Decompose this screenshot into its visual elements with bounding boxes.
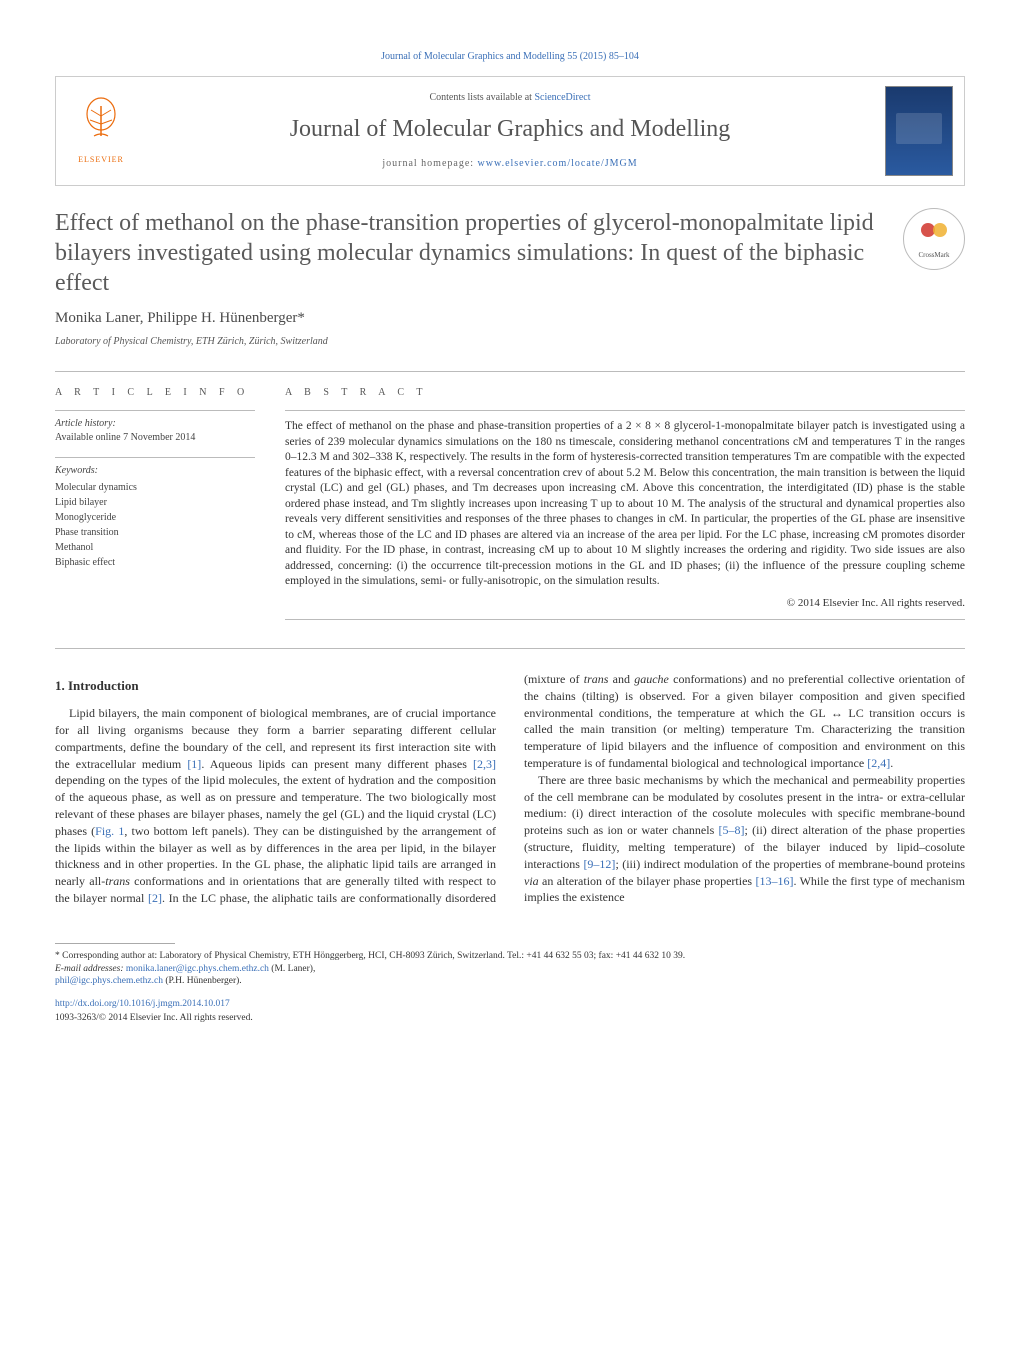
body-text-italic: trans [584, 672, 609, 686]
crossmark-icon [920, 218, 948, 250]
article-info-heading: a r t i c l e i n f o [55, 386, 255, 400]
citation-ref[interactable]: [13–16] [755, 874, 793, 888]
corresponding-author-note: * Corresponding author at: Laboratory of… [55, 950, 965, 963]
elsevier-logo-text: ELSEVIER [78, 154, 124, 165]
doi-block: http://dx.doi.org/10.1016/j.jmgm.2014.10… [55, 998, 965, 1025]
cover-thumb-cell [874, 77, 964, 185]
abstract-text: The effect of methanol on the phase and … [285, 419, 965, 590]
keyword-item: Phase transition [55, 525, 255, 540]
body-paragraph: There are three basic mechanisms by whic… [524, 772, 965, 906]
email-who: (M. Laner), [269, 964, 315, 974]
keyword-item: Biphasic effect [55, 555, 255, 570]
abstract-column: a b s t r a c t The effect of methanol o… [285, 386, 965, 620]
copyright-line: © 2014 Elsevier Inc. All rights reserved… [285, 596, 965, 611]
journal-header-center: Contents lists available at ScienceDirec… [146, 77, 874, 185]
rule-top [55, 371, 965, 372]
body-text-italic: via [524, 874, 539, 888]
publisher-logo-cell: ELSEVIER [56, 77, 146, 185]
body-two-columns: 1. Introduction Lipid bilayers, the main… [55, 671, 965, 907]
journal-header-box: ELSEVIER Contents lists available at Sci… [55, 76, 965, 186]
keyword-item: Lipid bilayer [55, 495, 255, 510]
body-text: ; (iii) indirect modulation of the prope… [615, 857, 965, 871]
issn-copyright-line: 1093-3263/© 2014 Elsevier Inc. All right… [55, 1012, 965, 1025]
body-text: an alteration of the bilayer phase prope… [539, 874, 756, 888]
body-text-italic: gauche [634, 672, 669, 686]
email-who: (P.H. Hünenberger). [163, 976, 242, 986]
email-link[interactable]: phil@igc.phys.chem.ethz.ch [55, 976, 163, 986]
keywords-block: Keywords: Molecular dynamics Lipid bilay… [55, 457, 255, 570]
contents-available-line: Contents lists available at ScienceDirec… [429, 91, 590, 105]
homepage-link[interactable]: www.elsevier.com/locate/JMGM [478, 158, 638, 169]
elsevier-tree-icon [76, 96, 126, 152]
journal-name: Journal of Molecular Graphics and Modell… [290, 113, 731, 147]
info-abstract-row: a r t i c l e i n f o Article history: A… [55, 386, 965, 620]
citation-ref[interactable]: [2,4] [867, 756, 890, 770]
doi-link[interactable]: http://dx.doi.org/10.1016/j.jmgm.2014.10… [55, 999, 230, 1009]
homepage-prefix: journal homepage: [382, 158, 477, 169]
figure-ref[interactable]: Fig. 1 [95, 824, 124, 838]
crossmark-label: CrossMark [918, 251, 949, 261]
elsevier-logo: ELSEVIER [69, 94, 134, 169]
article-info-column: a r t i c l e i n f o Article history: A… [55, 386, 255, 620]
journal-homepage-line: journal homepage: www.elsevier.com/locat… [382, 157, 637, 171]
footnote-separator [55, 943, 175, 944]
abstract-rule-bottom [285, 619, 965, 620]
rule-before-body [55, 648, 965, 649]
body-text: . Aqueous lipids can present many differ… [201, 757, 473, 771]
citation-ref[interactable]: [1] [187, 757, 201, 771]
citation-ref[interactable]: [2,3] [473, 757, 496, 771]
history-line: Available online 7 November 2014 [55, 431, 255, 445]
keywords-list: Molecular dynamics Lipid bilayer Monogly… [55, 480, 255, 570]
keywords-label: Keywords: [55, 464, 255, 478]
running-head: Journal of Molecular Graphics and Modell… [55, 50, 965, 64]
keyword-item: Monoglyceride [55, 510, 255, 525]
article-title: Effect of methanol on the phase-transiti… [55, 208, 883, 298]
citation-ref[interactable]: [9–12] [583, 857, 615, 871]
keyword-item: Methanol [55, 540, 255, 555]
citation-ref[interactable]: [5–8] [719, 823, 745, 837]
body-text: . [890, 756, 893, 770]
author-list: Monika Laner, Philippe H. Hünenberger* [55, 308, 965, 329]
section-heading-1: 1. Introduction [55, 677, 496, 695]
contents-prefix: Contents lists available at [429, 92, 534, 103]
affiliation: Laboratory of Physical Chemistry, ETH Zü… [55, 335, 965, 349]
email-line: E-mail addresses: monika.laner@igc.phys.… [55, 963, 965, 976]
body-text: conformations) and no preferential colle… [524, 672, 965, 770]
abstract-heading: a b s t r a c t [285, 386, 965, 400]
body-text: and [608, 672, 634, 686]
citation-link[interactable]: Journal of Molecular Graphics and Modell… [381, 51, 639, 62]
footnotes-block: * Corresponding author at: Laboratory of… [55, 950, 965, 988]
crossmark-badge[interactable]: CrossMark [903, 208, 965, 270]
page: Journal of Molecular Graphics and Modell… [0, 0, 1020, 1065]
journal-cover-thumbnail [885, 86, 953, 176]
article-history-block: Article history: Available online 7 Nove… [55, 410, 255, 445]
title-row: Effect of methanol on the phase-transiti… [55, 208, 965, 298]
history-label: Article history: [55, 417, 255, 431]
body-text-italic: trans [105, 874, 130, 888]
citation-ref[interactable]: [2] [148, 891, 162, 905]
abstract-rule [285, 410, 965, 411]
email-label: E-mail addresses: [55, 964, 126, 974]
sciencedirect-link[interactable]: ScienceDirect [534, 92, 590, 103]
email-link[interactable]: monika.laner@igc.phys.chem.ethz.ch [126, 964, 269, 974]
email-line-2: phil@igc.phys.chem.ethz.ch (P.H. Hünenbe… [55, 975, 965, 988]
keyword-item: Molecular dynamics [55, 480, 255, 495]
